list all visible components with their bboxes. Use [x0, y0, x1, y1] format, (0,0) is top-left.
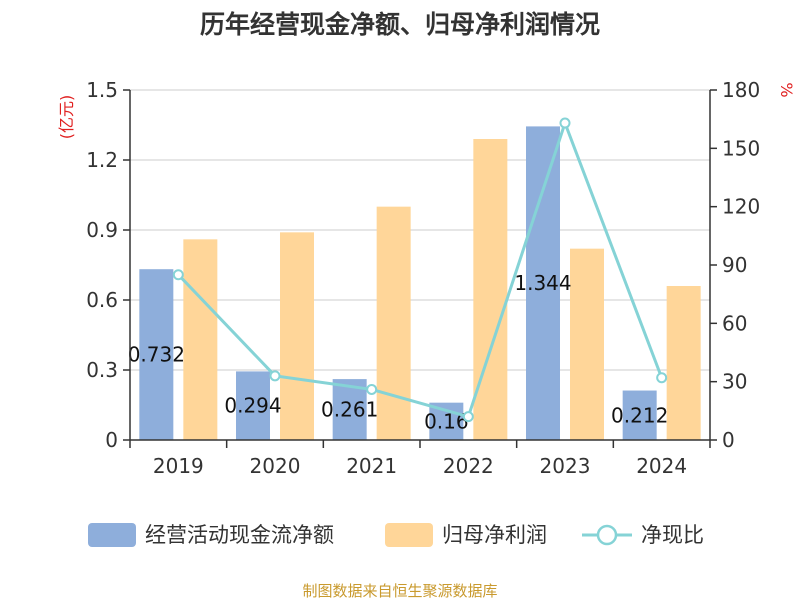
- ratio-point: [172, 269, 184, 281]
- right-tick-label: 150: [722, 136, 760, 160]
- left-tick-label: 0.3: [86, 358, 118, 382]
- bar-cashflow: [236, 371, 270, 440]
- source-note: 制图数据来自恒生聚源数据库: [302, 582, 497, 600]
- ratio-point: [269, 370, 281, 382]
- ratio-line: [172, 117, 668, 423]
- left-axis-ticks: 0 0.3 0.6 0.9 1.2 1.5: [86, 78, 130, 452]
- bar-profit: [570, 248, 604, 440]
- legend-label-ratio: 净现比: [641, 523, 704, 547]
- x-tick-label: 2019: [153, 454, 204, 478]
- right-tick-label: 120: [722, 195, 760, 219]
- left-tick-label: 0.6: [86, 288, 118, 312]
- bar-profit: [473, 139, 508, 440]
- left-tick-label: 0: [105, 428, 118, 452]
- x-tick-label: 2022: [443, 454, 494, 478]
- left-tick-label: 0.9: [86, 218, 118, 242]
- x-tick-label: 2020: [250, 454, 301, 478]
- ratio-point: [462, 411, 474, 423]
- legend-label-profit: 归母净利润: [442, 523, 547, 547]
- ratio-point: [366, 383, 378, 395]
- right-tick-label: 0: [722, 428, 735, 452]
- bar-profit: [183, 239, 218, 440]
- ratio-series-line: [177, 118, 664, 419]
- data-label-cashflow: 0.212: [611, 403, 668, 427]
- right-tick-label: 90: [722, 253, 747, 277]
- bar-cashflow: [139, 269, 174, 440]
- x-tick-label: 2021: [346, 454, 397, 478]
- ratio-point: [559, 117, 571, 129]
- data-label-cashflow: 1.344: [514, 271, 571, 295]
- legend-item-cashflow[interactable]: 经营活动现金流净额: [88, 523, 334, 547]
- chart-title: 历年经营现金净额、归母净利润情况: [200, 10, 600, 39]
- left-axis-unit: (亿元): [57, 95, 76, 140]
- grid-lines: [130, 89, 710, 371]
- right-tick-label: 180: [722, 78, 760, 102]
- right-axis-ticks: 0 30 60 90 120 150 180: [710, 78, 760, 452]
- legend-item-profit[interactable]: 归母净利润: [385, 523, 547, 547]
- ratio-point: [656, 372, 668, 384]
- legend-item-ratio[interactable]: 净现比: [582, 523, 704, 547]
- legend-marker-ratio: [596, 524, 618, 546]
- data-label-cashflow: 0.732: [128, 343, 185, 367]
- bar-cashflow: [526, 126, 560, 441]
- right-tick-label: 60: [722, 311, 747, 335]
- data-label-cashflow: 0.261: [321, 398, 378, 422]
- legend-swatch-cashflow: [88, 523, 136, 547]
- data-label-cashflow: 0.16: [424, 409, 469, 433]
- data-labels: 0.732 0.294 0.261 0.16 1.344 0.212: [128, 271, 669, 433]
- x-axis-ticks: 2019 2020 2021 2022 2023 2024: [129, 440, 711, 478]
- bars: [139, 126, 701, 441]
- bar-cashflow: [622, 390, 657, 440]
- left-tick-label: 1.2: [86, 148, 118, 172]
- bar-profit: [280, 232, 314, 440]
- right-axis-unit: %: [777, 82, 796, 97]
- x-tick-label: 2023: [540, 454, 591, 478]
- x-tick-label: 2024: [636, 454, 687, 478]
- legend: 经营活动现金流净额 归母净利润 净现比: [88, 523, 704, 547]
- legend-label-cashflow: 经营活动现金流净额: [145, 523, 334, 547]
- bar-profit: [376, 206, 411, 440]
- legend-swatch-profit: [385, 523, 433, 547]
- left-tick-label: 1.5: [86, 78, 118, 102]
- data-label-cashflow: 0.294: [224, 394, 281, 418]
- bar-cashflow: [429, 402, 464, 440]
- bar-profit: [666, 286, 701, 440]
- right-tick-label: 30: [722, 370, 747, 394]
